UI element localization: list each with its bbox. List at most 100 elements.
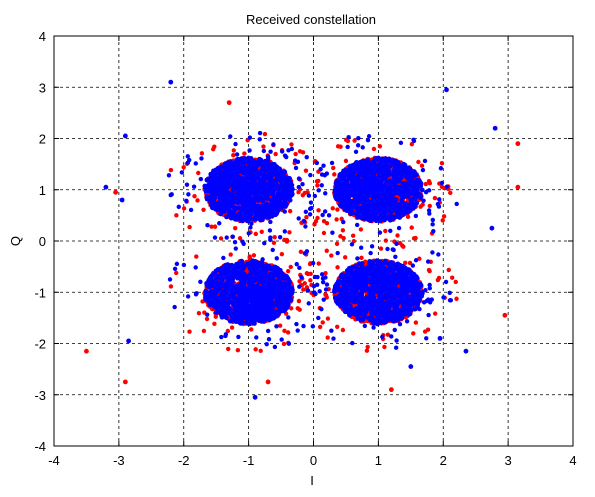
point-s1-c0	[261, 163, 267, 169]
point-s0-halo	[432, 311, 438, 316]
point-s0-halo	[453, 279, 458, 285]
point-s0-halo	[340, 228, 346, 233]
point-s0-halo	[436, 275, 442, 281]
point-s1-c0	[276, 170, 282, 176]
point-s0-halo	[331, 165, 336, 171]
point-s0-halo	[316, 261, 321, 266]
point-s0-halo	[284, 237, 290, 243]
point-s0-halo	[405, 214, 411, 220]
point-s1-c0	[243, 191, 249, 196]
point-s0-halo	[316, 178, 321, 184]
point-s0-outlier-5	[502, 312, 508, 318]
point-s0-halo	[228, 252, 233, 257]
point-s0-halo	[285, 330, 291, 335]
point-s1-c0	[270, 167, 276, 173]
point-s0-halo	[427, 203, 432, 209]
point-s0-halo	[308, 278, 313, 283]
point-s0-halo	[371, 146, 377, 152]
point-s0-halo	[225, 328, 231, 334]
point-s0-halo	[416, 159, 421, 165]
point-s1-c0	[260, 198, 266, 204]
point-s0-halo	[285, 269, 291, 274]
point-s1-c0	[276, 186, 282, 192]
point-s0-halo	[315, 183, 320, 188]
point-s1-c0	[237, 198, 243, 204]
point-s1-c0	[223, 161, 229, 167]
point-s0-halo	[335, 144, 341, 149]
point-s1-c0	[210, 181, 215, 186]
point-s1-c0	[250, 189, 256, 194]
point-s1-c0	[263, 187, 269, 193]
point-s0-halo	[377, 144, 383, 149]
point-s1-c0	[216, 176, 222, 182]
point-s0-halo	[288, 264, 293, 270]
point-s0-halo	[332, 172, 337, 177]
point-s0-halo	[321, 219, 327, 224]
point-s1-c0	[232, 179, 238, 184]
point-s0-halo	[329, 253, 334, 258]
point-s1-c0	[213, 167, 218, 173]
point-s1-c0	[256, 161, 262, 167]
point-s1-c0	[218, 169, 224, 175]
point-s1-c0	[221, 174, 226, 179]
point-s1-c0	[261, 176, 267, 182]
point-s1-c0	[265, 211, 270, 217]
point-s0-halo	[422, 329, 428, 334]
point-s0-halo	[439, 161, 445, 166]
point-s0-halo	[231, 148, 236, 153]
point-s0-halo	[218, 236, 224, 241]
point-s0-halo	[277, 323, 283, 328]
point-s1-c0	[248, 156, 254, 161]
point-s1-c0	[285, 177, 290, 183]
point-s1-c0	[245, 166, 250, 172]
point-s0-halo	[343, 158, 349, 164]
point-s1-c0	[223, 189, 229, 195]
point-s0-halo	[247, 254, 252, 259]
point-s1-c0	[272, 195, 278, 201]
point-s0-halo	[201, 328, 207, 334]
point-s0-halo	[300, 192, 306, 198]
point-s0-halo	[320, 320, 325, 325]
point-s0-outlier-8	[265, 379, 271, 385]
point-s1-c0	[223, 183, 228, 188]
point-s0-halo	[287, 208, 293, 214]
point-s1-c0	[205, 194, 211, 200]
point-s0-halo	[168, 167, 174, 173]
point-s0-halo	[258, 348, 263, 353]
point-s1-c0	[269, 182, 275, 188]
point-s1-c0	[229, 190, 235, 196]
point-s0-outlier-4	[515, 141, 521, 147]
point-s0-halo	[303, 168, 309, 173]
point-s0-halo	[225, 346, 231, 352]
point-s0-halo	[341, 235, 346, 241]
point-s0-halo	[288, 306, 294, 311]
point-s0-halo	[440, 218, 445, 223]
point-s0-halo	[261, 144, 266, 149]
point-s1-c0	[247, 205, 253, 210]
point-s0-halo	[383, 228, 388, 234]
point-s1-c0	[216, 200, 222, 205]
point-s0-halo	[253, 231, 259, 237]
point-s0-halo	[330, 206, 335, 211]
point-s0-halo	[401, 244, 406, 249]
point-s0-halo	[273, 151, 278, 157]
point-s0-outlier-6	[226, 100, 232, 106]
point-s0-halo	[187, 224, 192, 230]
point-s0-halo	[174, 213, 179, 218]
point-s1-c0	[288, 183, 294, 189]
point-s1-c0	[237, 210, 243, 216]
point-s1-c0	[215, 187, 221, 192]
point-s0-halo	[342, 255, 348, 260]
point-s0-halo	[364, 348, 370, 353]
point-s0-halo	[212, 224, 218, 229]
point-s0-halo	[413, 320, 419, 325]
point-s1-c0	[244, 180, 250, 186]
point-s0-halo	[204, 316, 210, 322]
point-s0-halo	[229, 325, 235, 330]
point-s0-halo	[454, 296, 459, 301]
point-s1-c0	[230, 162, 236, 168]
point-s0-halo	[194, 254, 199, 259]
point-s0-halo	[196, 170, 201, 176]
point-s1-c0	[236, 205, 242, 211]
point-s0-halo	[395, 233, 400, 238]
